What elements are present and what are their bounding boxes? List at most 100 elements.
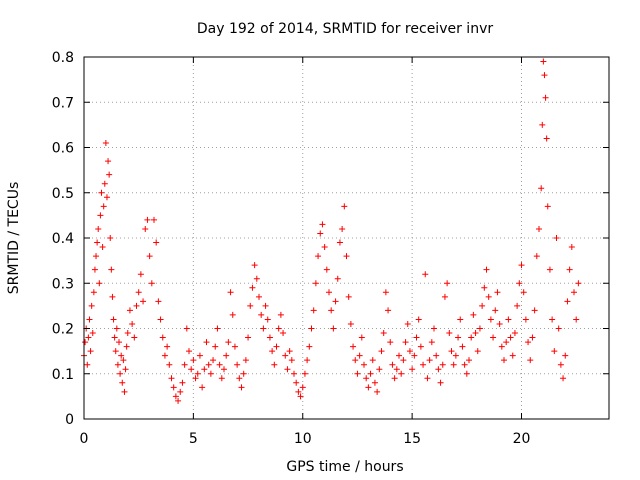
data-point-marker — [124, 330, 131, 337]
data-point-marker — [522, 316, 529, 323]
data-point-marker — [376, 366, 383, 373]
data-point-marker — [566, 266, 573, 273]
data-point-marker — [437, 379, 444, 386]
data-point-marker — [245, 334, 252, 341]
data-point-marker — [448, 348, 455, 355]
data-point-marker — [511, 330, 518, 337]
y-tick-label: 0.4 — [52, 231, 74, 247]
data-point-marker — [114, 361, 121, 368]
data-point-marker — [380, 330, 387, 337]
data-point-marker — [295, 388, 302, 395]
data-point-marker — [551, 348, 558, 355]
data-point-marker — [110, 316, 117, 323]
data-point-marker — [118, 352, 125, 359]
data-point-marker — [503, 339, 510, 346]
data-point-marker — [192, 375, 199, 382]
data-point-marker — [474, 348, 481, 355]
data-point-marker — [122, 366, 129, 373]
data-point-marker — [361, 361, 367, 368]
data-point-marker — [111, 334, 118, 341]
data-point-marker — [330, 325, 337, 332]
data-point-marker — [133, 302, 140, 309]
data-point-marker — [466, 357, 472, 364]
data-point-marker — [95, 225, 102, 232]
data-point-marker — [196, 352, 203, 359]
x-tick-label: 15 — [403, 431, 421, 447]
data-point-marker — [483, 266, 490, 273]
x-tick-label: 0 — [80, 431, 89, 447]
data-point-marker — [312, 280, 319, 287]
data-point-marker — [116, 339, 122, 346]
data-point-marker — [544, 203, 551, 210]
data-point-marker — [450, 361, 457, 368]
data-point-marker — [108, 266, 115, 273]
data-point-marker — [541, 72, 548, 79]
data-point-marker — [175, 397, 182, 404]
data-point-marker — [501, 357, 507, 364]
data-point-marker — [336, 239, 343, 246]
data-point-marker — [538, 185, 545, 192]
y-tick-label: 0 — [65, 412, 74, 428]
data-point-marker — [126, 307, 133, 314]
data-point-marker — [97, 212, 104, 219]
data-point-marker — [121, 388, 128, 395]
data-point-marker — [369, 357, 376, 364]
data-point-marker — [249, 284, 256, 291]
data-point-marker — [411, 352, 418, 359]
data-point-marker — [144, 216, 151, 223]
data-point-marker — [112, 348, 119, 355]
data-point-marker — [89, 330, 96, 337]
data-point-marker — [172, 393, 179, 400]
data-point-marker — [227, 289, 234, 296]
data-point-marker — [476, 325, 483, 332]
y-tick-label: 0.6 — [52, 141, 74, 157]
data-point-marker — [151, 216, 157, 223]
data-point-marker — [319, 221, 326, 228]
data-point-marker — [568, 244, 575, 251]
data-point-marker — [470, 311, 477, 318]
data-point-marker — [472, 330, 479, 337]
data-point-marker — [402, 339, 409, 346]
data-point-marker — [343, 253, 350, 260]
data-point-marker — [161, 352, 168, 359]
data-point-marker — [247, 302, 254, 309]
data-point-marker — [299, 384, 306, 391]
data-point-marker — [88, 302, 95, 309]
data-point-marker — [352, 357, 359, 364]
data-point-marker — [387, 339, 394, 346]
data-point-marker — [225, 339, 232, 346]
data-point-marker — [539, 121, 546, 128]
data-point-marker — [277, 311, 284, 318]
data-point-marker — [286, 348, 293, 355]
data-point-marker — [135, 289, 142, 296]
data-point-marker — [549, 316, 556, 323]
data-point-marker — [113, 325, 120, 332]
data-point-marker — [101, 180, 108, 187]
y-tick-label: 0.8 — [52, 50, 74, 66]
data-point-marker — [266, 334, 273, 341]
data-point-marker — [321, 244, 328, 251]
data-point-marker — [564, 298, 571, 305]
data-point-marker — [194, 370, 201, 377]
data-point-marker — [85, 334, 92, 341]
data-point-marker — [234, 361, 241, 368]
data-point-marker — [520, 289, 527, 296]
data-point-marker — [415, 316, 422, 323]
data-point-marker — [391, 375, 398, 382]
data-point-marker — [332, 298, 339, 305]
data-point-marker — [251, 262, 258, 269]
data-point-marker — [131, 334, 138, 341]
data-point-marker — [218, 375, 225, 382]
data-point-marker — [229, 311, 236, 318]
data-point-marker — [533, 253, 540, 260]
x-axis-label: GPS time / hours — [286, 459, 403, 475]
data-point-marker — [409, 366, 416, 373]
data-point-marker — [398, 370, 405, 377]
data-point-marker — [120, 357, 127, 364]
data-point-marker — [119, 379, 126, 386]
data-point-marker — [155, 298, 162, 305]
data-point-marker — [190, 357, 197, 364]
data-point-marker — [87, 348, 94, 355]
data-point-marker — [310, 307, 317, 314]
